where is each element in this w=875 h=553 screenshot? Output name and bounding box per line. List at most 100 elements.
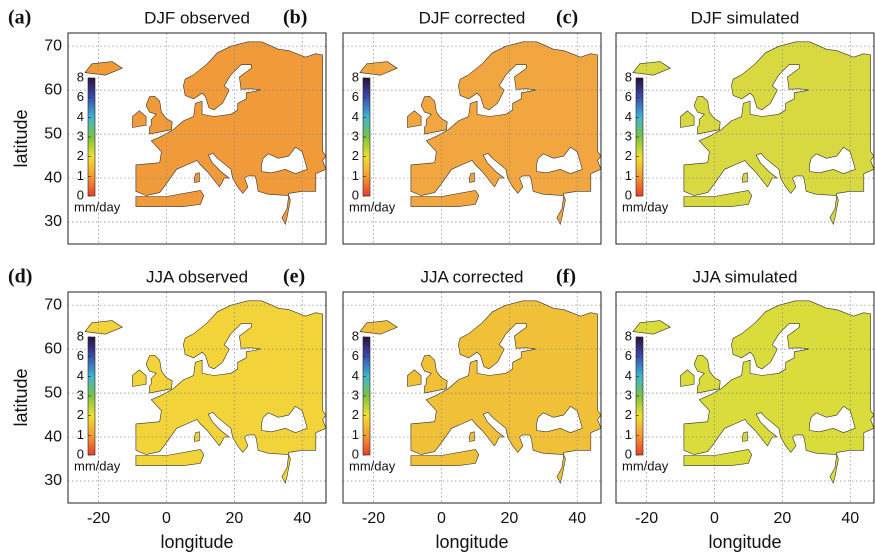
colorbar-tick-label: 8 bbox=[77, 69, 84, 84]
land bbox=[193, 172, 200, 183]
map bbox=[616, 292, 874, 503]
land bbox=[683, 449, 753, 466]
x-tick-label: 0 bbox=[162, 510, 171, 527]
x-tick-label: 20 bbox=[225, 510, 243, 527]
y-tick-label: 30 bbox=[44, 472, 62, 489]
y-tick-label: 40 bbox=[44, 428, 62, 445]
plot-frame bbox=[342, 32, 602, 245]
colorbar-tick-label: 6 bbox=[625, 348, 632, 363]
panel-title: JJA observed bbox=[146, 267, 248, 286]
x-tick-label: 40 bbox=[841, 510, 859, 527]
x-tick-label: 20 bbox=[773, 510, 791, 527]
panel: (c) DJF simulated 0 1 2 3 4 6 8 mm/day bbox=[556, 7, 875, 245]
land bbox=[556, 454, 566, 485]
colorbar-tick-label: 0 bbox=[625, 187, 632, 202]
land bbox=[410, 190, 480, 207]
x-tick-label: 0 bbox=[437, 510, 446, 527]
colorbar-tick-label: 3 bbox=[625, 387, 632, 402]
x-axis-label: longitude bbox=[160, 532, 233, 552]
land bbox=[410, 449, 480, 466]
x-tick-label: 40 bbox=[293, 510, 311, 527]
land bbox=[145, 354, 173, 394]
land bbox=[193, 431, 200, 442]
panel-title: DJF simulated bbox=[691, 8, 800, 27]
land bbox=[407, 110, 422, 128]
x-tick-label: -20 bbox=[362, 510, 385, 527]
colorbar-tick-label: 8 bbox=[352, 69, 359, 84]
colorbar-tick-label: 2 bbox=[77, 148, 84, 163]
colorbar-unit: mm/day bbox=[349, 458, 396, 473]
y-tick-label: 50 bbox=[44, 125, 62, 142]
panel: (e) JJA corrected -20 0 20 40 longitude 0 1 2 3 4 6 8… bbox=[283, 266, 602, 552]
panel-label: (a) bbox=[8, 7, 31, 29]
y-tick-label: 70 bbox=[44, 37, 62, 54]
land bbox=[281, 195, 291, 226]
colorbar-tick-label: 2 bbox=[625, 407, 632, 422]
land bbox=[135, 41, 326, 196]
x-tick-label: -20 bbox=[635, 510, 658, 527]
land bbox=[132, 369, 147, 387]
land bbox=[632, 320, 671, 335]
colorbar-tick-label: 6 bbox=[352, 89, 359, 104]
colorbar-tick-label: 4 bbox=[352, 109, 359, 124]
land bbox=[632, 61, 671, 76]
panel: (a) DJF observed 30 40 50 60 70 latitude 0 1 2 3 4 6 8… bbox=[8, 7, 327, 245]
land bbox=[680, 369, 695, 387]
map bbox=[68, 292, 326, 503]
panel-title: JJA corrected bbox=[421, 267, 524, 286]
land bbox=[281, 454, 291, 485]
panel-title: DJF observed bbox=[144, 8, 250, 27]
land bbox=[741, 172, 748, 183]
colorbar-tick-label: 4 bbox=[77, 368, 84, 383]
panel-label: (e) bbox=[283, 266, 305, 288]
y-tick-label: 50 bbox=[44, 384, 62, 401]
colorbar-tick-label: 8 bbox=[625, 328, 632, 343]
colorbar-tick-label: 4 bbox=[625, 109, 632, 124]
land bbox=[407, 369, 422, 387]
land bbox=[84, 320, 123, 335]
y-tick-label: 60 bbox=[44, 340, 62, 357]
y-tick-label: 40 bbox=[44, 169, 62, 186]
x-tick-label: 40 bbox=[568, 510, 586, 527]
colorbar-tick-label: 1 bbox=[77, 427, 84, 442]
y-axis-label: latitude bbox=[11, 109, 31, 167]
y-axis-label: latitude bbox=[11, 368, 31, 426]
sea bbox=[261, 405, 308, 434]
colorbar-tick-label: 6 bbox=[352, 348, 359, 363]
colorbar-tick-label: 3 bbox=[77, 128, 84, 143]
colorbar-tick-label: 4 bbox=[625, 368, 632, 383]
colorbar-unit: mm/day bbox=[349, 199, 396, 214]
colorbar-tick-label: 1 bbox=[352, 168, 359, 183]
land bbox=[829, 454, 839, 485]
land bbox=[683, 41, 874, 196]
plot-frame bbox=[342, 291, 602, 504]
panel-title: DJF corrected bbox=[419, 8, 526, 27]
land bbox=[420, 95, 448, 135]
land bbox=[135, 449, 205, 466]
land bbox=[741, 431, 748, 442]
colorbar-tick-label: 2 bbox=[625, 148, 632, 163]
colorbar-tick-label: 2 bbox=[77, 407, 84, 422]
land bbox=[693, 354, 721, 394]
panel: (b) DJF corrected 0 1 2 3 4 6 8 mm/day bbox=[283, 7, 602, 245]
sea bbox=[261, 146, 308, 175]
panel: (d) JJA observed-20 0 20 403040506070longitu… bbox=[8, 266, 327, 552]
land bbox=[84, 61, 123, 76]
colorbar-tick-label: 1 bbox=[77, 168, 84, 183]
panel-title: JJA simulated bbox=[693, 267, 798, 286]
x-tick-label: 0 bbox=[710, 510, 719, 527]
colorbar-tick-label: 4 bbox=[352, 368, 359, 383]
map bbox=[343, 33, 601, 244]
colorbar-tick-label: 8 bbox=[352, 328, 359, 343]
land bbox=[410, 41, 601, 196]
sea bbox=[809, 405, 856, 434]
plot-frame bbox=[615, 291, 875, 504]
colorbar-tick-label: 0 bbox=[77, 187, 84, 202]
sea bbox=[536, 146, 583, 175]
x-tick-label: -20 bbox=[87, 510, 110, 527]
colorbar-tick-label: 8 bbox=[625, 69, 632, 84]
panel-label: (d) bbox=[8, 266, 32, 288]
colorbar-tick-label: 6 bbox=[77, 348, 84, 363]
y-tick-label: 30 bbox=[44, 213, 62, 230]
